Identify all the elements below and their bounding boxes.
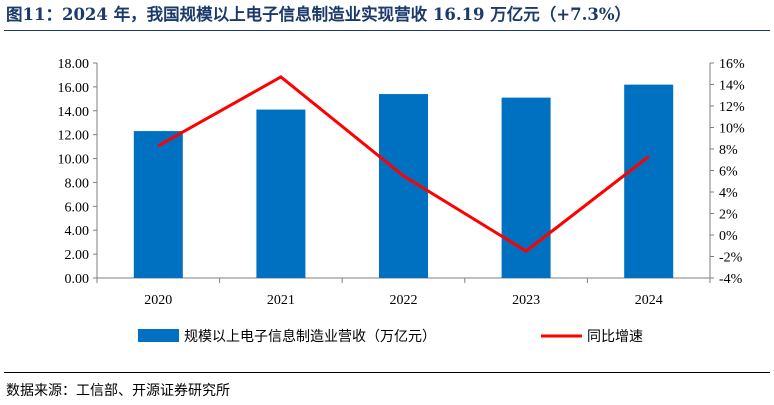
right-tick-label: 16%: [719, 57, 745, 72]
bars-layer: [133, 84, 674, 278]
legend-line-label: 同比增速: [587, 329, 643, 345]
left-tick-label: 16.00: [58, 81, 90, 96]
growth-point: [157, 145, 159, 147]
growth-point: [648, 156, 650, 158]
line-layer: [157, 75, 650, 253]
left-tick-label: 12.00: [58, 129, 90, 144]
legend-bar-label: 规模以上电子信息制造业营收（万亿元）: [184, 328, 436, 345]
source-divider: [4, 372, 770, 373]
left-tick-label: 18.00: [58, 57, 90, 72]
x-tick-label: 2021: [267, 293, 295, 308]
axes-layer: 0.00 2.00 4.00 6.00 8.00 10.00 12.00 14.00 16.00…: [58, 57, 746, 308]
combo-chart: 0.00 2.00 4.00 6.00 8.00 10.00 12.00 14.00 16.00…: [58, 57, 746, 345]
right-tick-label: 0%: [719, 229, 738, 244]
chart-title: 图11：2024 年，我国规模以上电子信息制造业实现营收 16.19 万亿元（+…: [6, 5, 631, 24]
right-tick-label: 14%: [719, 79, 745, 94]
left-tick-label: 2.00: [65, 248, 90, 263]
left-tick-label: 6.00: [65, 200, 90, 215]
legend: 规模以上电子信息制造业营收（万亿元） 同比增速: [138, 328, 643, 345]
right-tick-label: 8%: [719, 143, 738, 158]
right-tick-label: -4%: [719, 272, 743, 287]
left-tick-label: 0.00: [65, 272, 90, 287]
growth-point: [403, 175, 404, 177]
bar: [133, 131, 183, 278]
left-tick-label: 8.00: [65, 176, 90, 191]
x-tick-label: 2022: [390, 293, 418, 308]
left-tick-label: 10.00: [58, 153, 90, 168]
legend-bar-swatch: [138, 329, 179, 342]
growth-point: [280, 76, 282, 78]
right-tick-label: 2%: [719, 208, 738, 223]
right-tick-label: 4%: [719, 186, 738, 201]
bar: [624, 84, 674, 278]
x-tick-label: 2024: [635, 293, 663, 308]
growth-point: [525, 250, 527, 252]
left-tick-label: 4.00: [65, 224, 90, 239]
right-tick-label: 6%: [719, 165, 738, 180]
right-tick-label: -2%: [719, 251, 743, 266]
left-tick-label: 14.00: [58, 105, 90, 120]
source-note: 数据来源：工信部、开源证券研究所: [6, 383, 230, 399]
x-tick-label: 2023: [512, 293, 540, 308]
x-tick-label: 2020: [144, 293, 172, 308]
right-tick-label: 10%: [719, 122, 745, 137]
bar: [256, 109, 306, 278]
right-tick-label: 12%: [719, 100, 745, 115]
title-divider: [4, 30, 770, 31]
bar: [501, 97, 551, 278]
